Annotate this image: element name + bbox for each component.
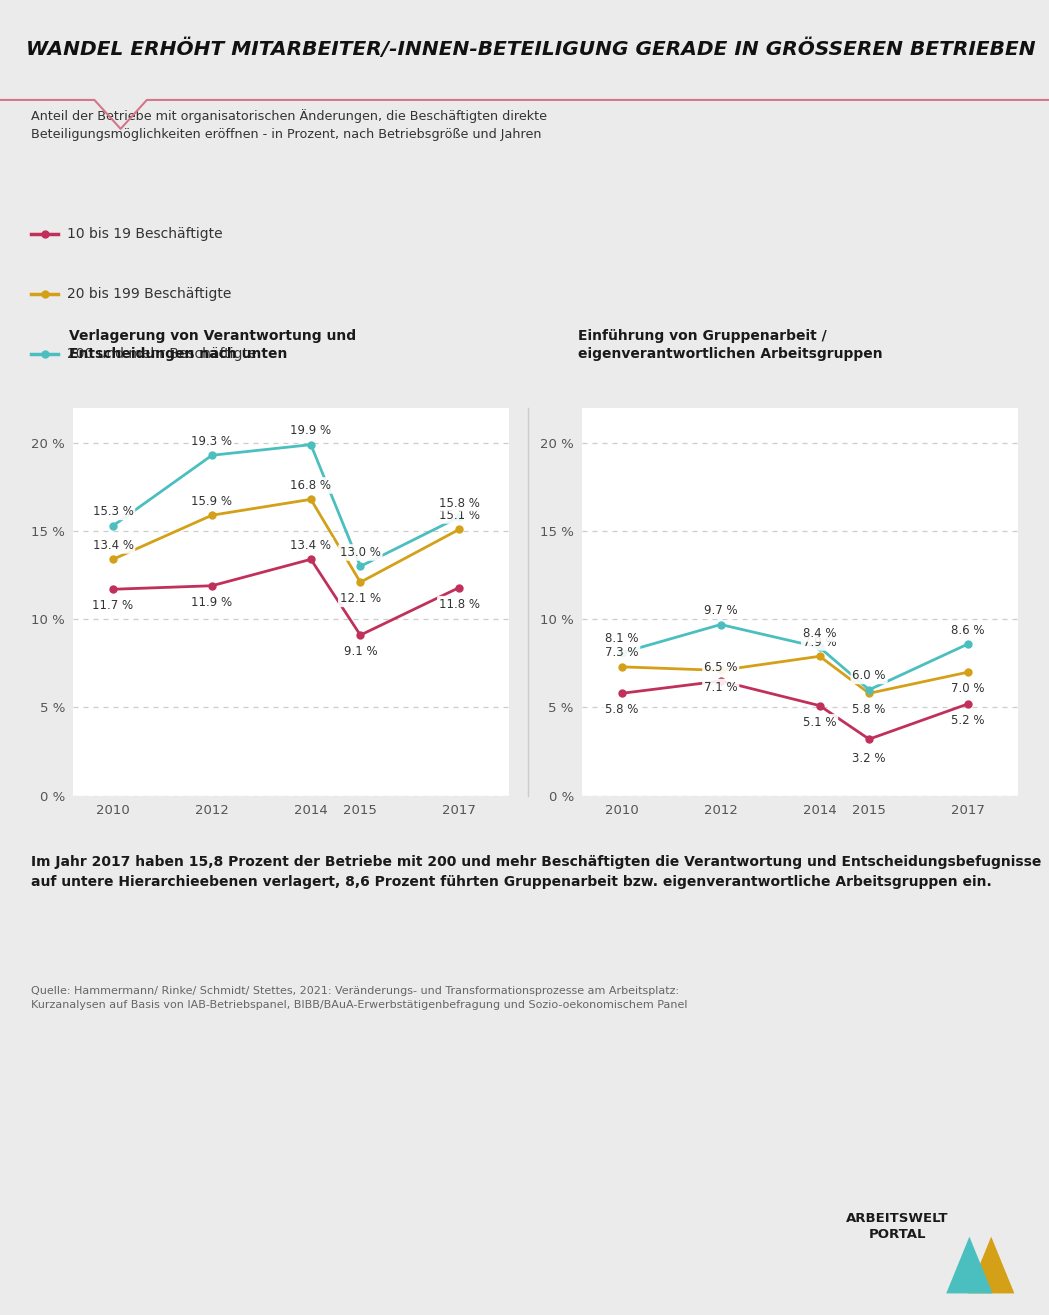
- Text: 9.7 %: 9.7 %: [704, 604, 737, 617]
- Text: Quelle: Hammermann/ Rinke/ Schmidt/ Stettes, 2021: Veränderungs- und Transformat: Quelle: Hammermann/ Rinke/ Schmidt/ Stet…: [31, 986, 688, 1010]
- Text: 8.6 %: 8.6 %: [951, 623, 985, 636]
- Text: 9.1 %: 9.1 %: [343, 646, 378, 659]
- Text: Im Jahr 2017 haben 15,8 Prozent der Betriebe mit 200 und mehr Beschäftigten die : Im Jahr 2017 haben 15,8 Prozent der Betr…: [31, 855, 1042, 889]
- Text: 19.9 %: 19.9 %: [291, 425, 331, 438]
- Polygon shape: [946, 1236, 992, 1294]
- Text: 20 bis 199 Beschäftigte: 20 bis 199 Beschäftigte: [67, 287, 231, 301]
- Text: 8.4 %: 8.4 %: [802, 627, 836, 640]
- Text: 15.9 %: 15.9 %: [192, 494, 233, 508]
- Text: 6.5 %: 6.5 %: [704, 660, 737, 673]
- Text: 19.3 %: 19.3 %: [192, 435, 233, 448]
- Text: Einführung von Gruppenarbeit /
eigenverantwortlichen Arbeitsgruppen: Einführung von Gruppenarbeit / eigenvera…: [578, 329, 882, 362]
- Text: 15.8 %: 15.8 %: [438, 497, 479, 510]
- Text: 7.3 %: 7.3 %: [605, 647, 639, 659]
- Text: 3.2 %: 3.2 %: [853, 752, 885, 765]
- Text: 13.0 %: 13.0 %: [340, 546, 381, 559]
- Text: ARBEITSWELT
PORTAL: ARBEITSWELT PORTAL: [845, 1211, 948, 1240]
- Text: 13.4 %: 13.4 %: [291, 539, 331, 552]
- Text: 200 und mehr Beschäftigte: 200 und mehr Beschäftigte: [67, 347, 256, 362]
- Text: 5.2 %: 5.2 %: [951, 714, 985, 727]
- Text: 15.1 %: 15.1 %: [438, 509, 479, 522]
- Text: 5.8 %: 5.8 %: [853, 704, 885, 717]
- Text: 5.8 %: 5.8 %: [605, 704, 639, 717]
- Text: 6.0 %: 6.0 %: [853, 669, 885, 682]
- Text: 7.1 %: 7.1 %: [704, 681, 737, 693]
- Text: 10 bis 19 Beschäftigte: 10 bis 19 Beschäftigte: [67, 227, 222, 241]
- Text: 13.4 %: 13.4 %: [92, 539, 133, 552]
- Text: 16.8 %: 16.8 %: [291, 479, 331, 492]
- Text: WANDEL ERHÖHT MITARBEITER/-INNEN-BETEILIGUNG GERADE IN GRÖSSEREN BETRIEBEN: WANDEL ERHÖHT MITARBEITER/-INNEN-BETEILI…: [26, 38, 1035, 59]
- Polygon shape: [968, 1236, 1014, 1294]
- Text: 12.1 %: 12.1 %: [340, 592, 381, 605]
- Text: 11.8 %: 11.8 %: [438, 598, 479, 610]
- Text: Verlagerung von Verantwortung und
Entscheidungen nach unten: Verlagerung von Verantwortung und Entsch…: [69, 329, 357, 362]
- Text: Anteil der Betriebe mit organisatorischen Änderungen, die Beschäftigten direkte
: Anteil der Betriebe mit organisatorische…: [31, 109, 548, 141]
- Text: 15.3 %: 15.3 %: [92, 505, 133, 518]
- Text: 8.1 %: 8.1 %: [605, 633, 639, 646]
- Text: 5.1 %: 5.1 %: [802, 715, 836, 729]
- Text: 11.9 %: 11.9 %: [191, 596, 233, 609]
- Text: 11.7 %: 11.7 %: [92, 600, 133, 613]
- Text: 7.0 %: 7.0 %: [951, 682, 985, 696]
- Text: 7.9 %: 7.9 %: [802, 636, 836, 648]
